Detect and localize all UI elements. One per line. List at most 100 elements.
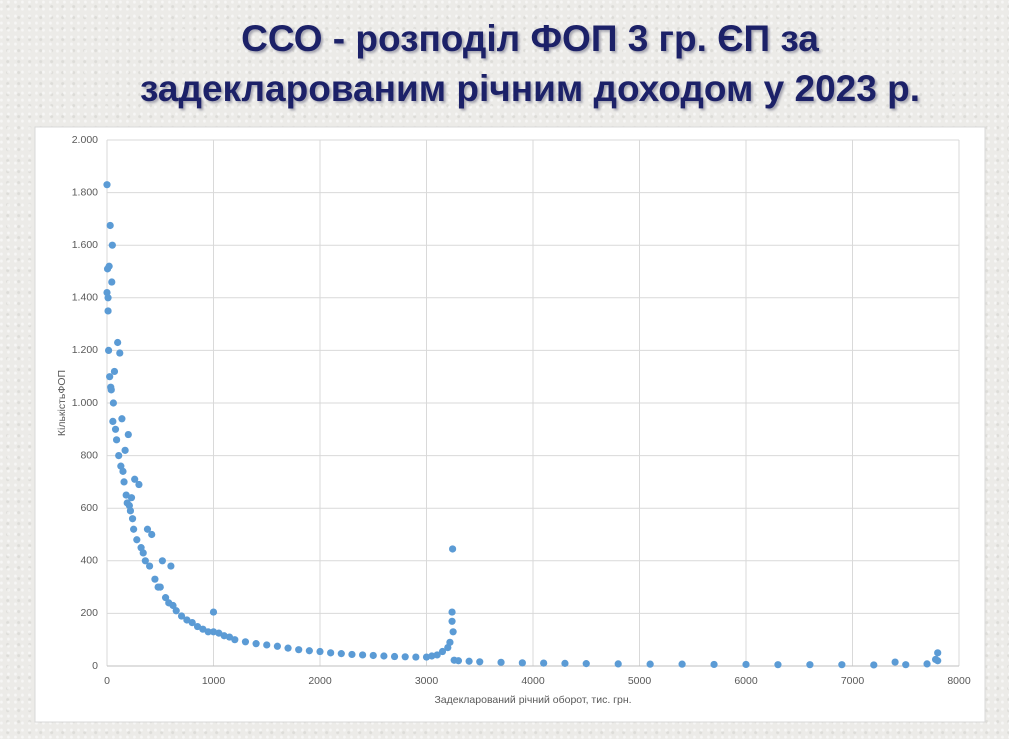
y-tick-label: 1.400 <box>72 292 98 304</box>
data-point <box>103 181 111 189</box>
data-point <box>151 575 159 583</box>
data-point <box>141 557 149 565</box>
data-point <box>127 494 136 502</box>
data-point <box>225 633 234 641</box>
x-tick-label: 7000 <box>841 675 865 687</box>
data-point <box>112 436 121 444</box>
data-point <box>110 367 119 376</box>
data-point <box>446 638 454 646</box>
data-point <box>104 346 113 354</box>
data-point <box>177 612 186 620</box>
data-point <box>422 653 431 661</box>
data-point <box>169 601 177 610</box>
data-point <box>518 659 526 667</box>
data-point <box>215 629 223 637</box>
data-point <box>678 660 686 668</box>
data-point <box>148 530 156 539</box>
data-point <box>128 515 137 523</box>
data-point <box>614 660 622 668</box>
slide-title: ССО - розподіл ФОП 3 гр. ЄП за задекларо… <box>140 18 920 109</box>
data-point <box>104 307 112 315</box>
x-tick-label: 1000 <box>202 675 226 687</box>
data-point <box>124 430 132 439</box>
data-point <box>167 562 175 570</box>
data-point <box>359 651 367 659</box>
data-point <box>143 525 152 533</box>
data-point <box>139 549 147 557</box>
data-point <box>305 647 313 655</box>
data-point <box>438 647 447 656</box>
data-point <box>838 661 846 669</box>
y-tick-label: 1.800 <box>72 186 98 198</box>
data-point <box>231 636 239 644</box>
data-point <box>252 640 260 648</box>
data-point <box>465 657 473 665</box>
data-point <box>337 650 345 658</box>
y-tick-label: 200 <box>80 607 98 619</box>
data-point <box>120 478 128 486</box>
data-point <box>561 659 569 667</box>
y-tick-label: 0 <box>92 660 98 672</box>
data-point <box>806 661 814 669</box>
data-point <box>369 651 377 660</box>
data-point <box>131 475 139 483</box>
chart-area <box>34 126 986 723</box>
x-tick-label: 8000 <box>947 675 971 687</box>
data-point <box>742 660 750 669</box>
data-point <box>870 661 878 669</box>
y-tick-label: 1.600 <box>72 239 98 251</box>
y-tick-label: 600 <box>80 502 98 514</box>
data-point <box>934 657 942 665</box>
data-point <box>118 415 126 423</box>
x-tick-label: 3000 <box>415 675 439 687</box>
data-point <box>121 446 129 454</box>
data-point <box>146 562 154 570</box>
data-point <box>108 278 116 286</box>
data-point <box>934 649 942 657</box>
y-tick-label: 1.000 <box>72 397 98 409</box>
x-tick-label: 0 <box>104 675 110 687</box>
x-tick-label: 5000 <box>628 675 652 687</box>
data-point <box>188 619 196 627</box>
data-point <box>428 652 436 660</box>
data-point <box>111 425 120 433</box>
data-point <box>126 507 135 515</box>
data-point <box>540 659 548 667</box>
y-tick-label: 800 <box>80 449 98 461</box>
data-point <box>156 583 164 591</box>
data-point <box>273 642 281 650</box>
x-tick-label: 6000 <box>734 675 758 687</box>
data-point <box>327 649 335 657</box>
y-tick-label: 2.000 <box>72 134 98 146</box>
data-point <box>582 660 590 668</box>
data-point <box>172 607 180 615</box>
data-point <box>193 622 202 631</box>
data-point <box>116 349 124 357</box>
data-point <box>923 660 931 668</box>
data-point <box>135 480 143 489</box>
data-point <box>109 399 117 407</box>
data-point <box>295 646 303 654</box>
data-point <box>119 467 127 475</box>
data-point <box>476 658 484 666</box>
data-point <box>412 653 420 661</box>
y-tick-label: 1.200 <box>72 344 98 356</box>
data-point <box>106 221 114 230</box>
data-point <box>646 660 654 668</box>
data-point <box>122 491 130 499</box>
data-point <box>158 557 166 565</box>
data-point <box>454 657 463 665</box>
data-point <box>902 661 910 669</box>
data-point <box>448 617 456 625</box>
data-point <box>401 653 409 661</box>
data-point <box>114 338 122 347</box>
data-point <box>710 660 718 669</box>
data-point <box>204 628 212 636</box>
data-point <box>199 625 207 633</box>
data-point <box>109 417 117 426</box>
x-tick-label: 2000 <box>308 675 332 687</box>
data-point <box>380 652 388 660</box>
data-point <box>183 616 191 624</box>
data-point <box>108 241 116 249</box>
